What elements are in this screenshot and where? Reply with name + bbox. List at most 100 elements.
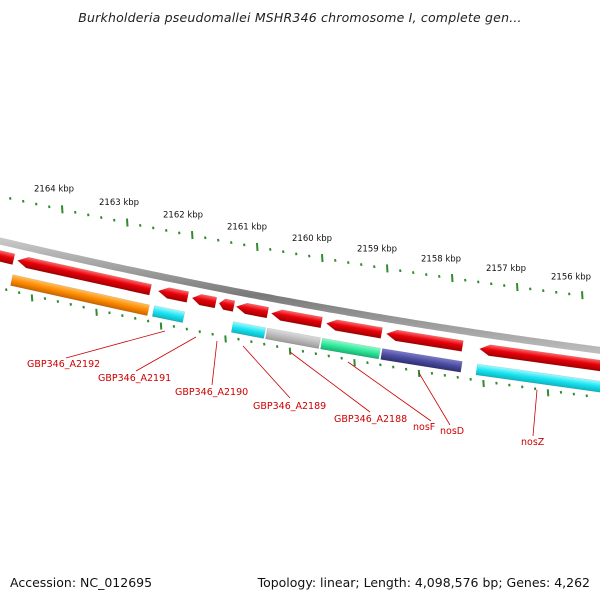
gene-block-cyan[interactable]: [151, 305, 186, 323]
minor-tick: [542, 289, 545, 293]
leader-line: [135, 336, 197, 372]
inner-minor-tick: [5, 288, 8, 292]
inner-minor-tick: [572, 392, 576, 396]
inner-minor-tick: [82, 305, 85, 309]
scale-label: 2157 kbp: [486, 264, 526, 274]
gene-block-orange[interactable]: [10, 274, 150, 316]
scale-label: 2161 kbp: [227, 223, 267, 233]
minor-tick: [295, 252, 298, 256]
gene-block-green[interactable]: [320, 337, 381, 360]
accession-label: Accession: NC_012695: [10, 575, 153, 590]
minor-tick: [308, 254, 311, 258]
gene-arrow[interactable]: [270, 308, 323, 329]
major-tick: [126, 218, 129, 227]
inner-minor-tick: [17, 291, 21, 295]
gene-block-cyan[interactable]: [230, 321, 267, 339]
inner-minor-tick: [108, 311, 111, 315]
scale-label: 2162 kbp: [163, 211, 203, 221]
minor-tick: [87, 213, 90, 217]
inner-minor-tick: [392, 365, 395, 369]
gene-label[interactable]: nosZ: [521, 437, 545, 448]
inner-minor-tick: [585, 394, 588, 398]
inner-minor-tick: [43, 297, 47, 301]
scale-labels: 2164 kbp 2163 kbp 2162 kbp 2161 kbp 2160 kbp…: [34, 184, 591, 282]
gene-arrow[interactable]: [157, 286, 190, 303]
minor-tick: [555, 290, 558, 294]
gene-label[interactable]: GBP346_A2191: [98, 373, 171, 384]
minor-tick: [243, 243, 246, 247]
minor-tick: [230, 241, 233, 244]
minor-tick: [22, 199, 25, 203]
gene-label[interactable]: GBP346_A2192: [27, 359, 100, 370]
gene-arrow[interactable]: [325, 318, 383, 339]
gene-features[interactable]: [0, 248, 600, 394]
minor-tick: [399, 269, 402, 273]
inner-minor-tick: [146, 319, 150, 323]
leader-line: [418, 372, 451, 426]
inner-minor-tick: [211, 332, 214, 336]
gene-arrow[interactable]: [218, 298, 236, 312]
gene-label[interactable]: nosF: [413, 422, 435, 433]
major-tick: [256, 242, 259, 251]
inner-minor-tick: [198, 330, 201, 334]
inner-minor-tick: [521, 385, 524, 389]
inner-minor-tick: [275, 345, 279, 349]
inner-minor-tick: [456, 375, 459, 379]
leader-line: [211, 340, 218, 386]
gene-block-gray[interactable]: [265, 327, 321, 349]
scale-label: 2163 kbp: [99, 198, 139, 208]
inner-minor-tick: [533, 387, 537, 391]
major-tick: [451, 274, 454, 283]
gene-arrow[interactable]: [191, 293, 218, 309]
minor-tick: [568, 292, 571, 296]
scale-ticks: [9, 196, 584, 300]
inner-minor-tick: [134, 316, 137, 320]
inner-minor-tick: [121, 314, 124, 318]
leader-line: [242, 345, 291, 399]
inner-minor-tick: [327, 354, 330, 358]
map-title: Burkholderia pseudomallei MSHR346 chromo…: [78, 10, 522, 25]
minor-tick: [139, 223, 142, 227]
inner-minor-tick: [559, 390, 563, 394]
inner-minor-tick: [404, 367, 408, 371]
scale-label: 2160 kbp: [292, 234, 332, 244]
gene-arrow[interactable]: [385, 328, 464, 352]
gene-label[interactable]: GBP346_A2188: [334, 414, 407, 425]
minor-tick: [9, 196, 12, 200]
gene-label[interactable]: nosD: [440, 426, 464, 437]
inner-minor-tick: [301, 349, 305, 353]
gene-arrow[interactable]: [0, 248, 16, 265]
scale-label: 2156 kbp: [551, 272, 591, 282]
inner-major-tick: [224, 335, 227, 343]
inner-minor-tick: [185, 327, 189, 331]
inner-major-tick: [159, 322, 163, 330]
backbone-line: [0, 237, 600, 354]
inner-minor-tick: [379, 363, 382, 367]
inner-minor-tick: [443, 373, 447, 377]
gene-block-cyan[interactable]: [475, 363, 600, 394]
minor-tick: [464, 278, 467, 282]
minor-tick: [490, 282, 493, 286]
gene-arrow[interactable]: [235, 301, 270, 319]
gene-block-navy[interactable]: [380, 348, 463, 373]
inner-minor-tick: [340, 356, 343, 360]
inner-major-tick: [288, 347, 292, 355]
minor-tick: [412, 271, 415, 275]
leader-line: [347, 361, 432, 422]
minor-tick: [269, 248, 272, 251]
major-tick: [386, 264, 389, 273]
minor-tick: [100, 216, 103, 220]
scale-label: 2158 kbp: [421, 255, 461, 265]
inner-minor-tick: [69, 302, 72, 306]
inner-minor-tick: [237, 337, 240, 341]
scale-label: 2164 kbp: [34, 184, 74, 194]
minor-tick: [360, 263, 363, 267]
gene-label[interactable]: GBP346_A2190: [175, 387, 248, 398]
gene-arrow[interactable]: [16, 255, 152, 296]
minor-tick: [477, 280, 480, 284]
gene-label[interactable]: GBP346_A2189: [253, 401, 326, 412]
major-tick: [581, 291, 584, 300]
topology-label: Topology: linear; Length: 4,098,576 bp; …: [257, 575, 590, 590]
gene-arrow[interactable]: [479, 343, 600, 373]
